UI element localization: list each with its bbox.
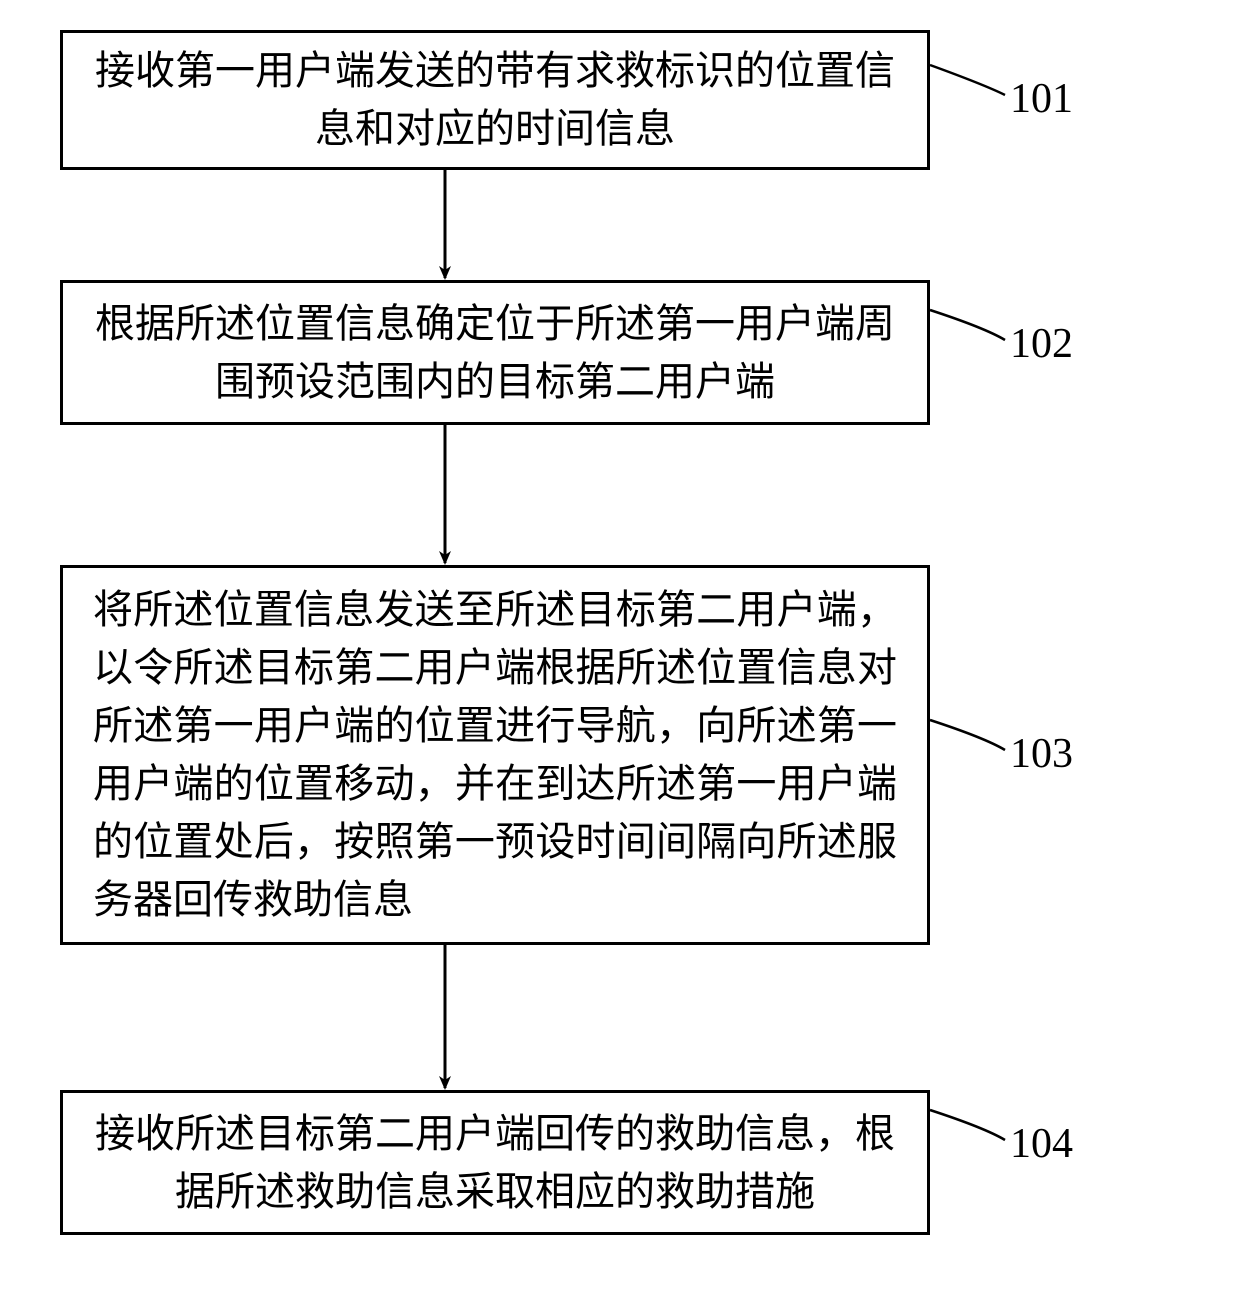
flow-label-1: 101: [1010, 75, 1073, 123]
flow-label-4: 104: [1010, 1120, 1073, 1168]
flow-node-1: 接收第一用户端发送的带有求救标识的位置信息和对应的时间信息: [60, 30, 930, 170]
flow-node-4: 接收所述目标第二用户端回传的救助信息，根据所述救助信息采取相应的救助措施: [60, 1090, 930, 1235]
flow-node-3: 将所述位置信息发送至所述目标第二用户端，以令所述目标第二用户端根据所述位置信息对…: [60, 565, 930, 945]
flow-node-4-text: 接收所述目标第二用户端回传的救助信息，根据所述救助信息采取相应的救助措施: [93, 1105, 897, 1221]
flow-node-1-text: 接收第一用户端发送的带有求救标识的位置信息和对应的时间信息: [93, 42, 897, 158]
flow-node-3-text: 将所述位置信息发送至所述目标第二用户端，以令所述目标第二用户端根据所述位置信息对…: [93, 581, 897, 929]
flow-label-3: 103: [1010, 730, 1073, 778]
flow-label-2: 102: [1010, 320, 1073, 368]
flowchart-canvas: 接收第一用户端发送的带有求救标识的位置信息和对应的时间信息 101 根据所述位置…: [0, 0, 1240, 1290]
flow-node-2-text: 根据所述位置信息确定位于所述第一用户端周围预设范围内的目标第二用户端: [93, 295, 897, 411]
flow-node-2: 根据所述位置信息确定位于所述第一用户端周围预设范围内的目标第二用户端: [60, 280, 930, 425]
